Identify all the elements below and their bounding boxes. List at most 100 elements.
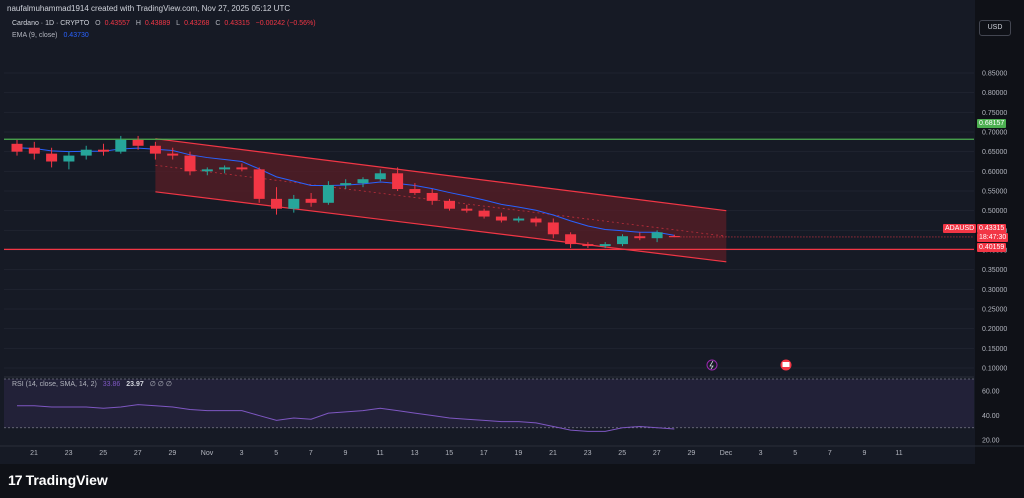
rsi-tick-label: 20.00 xyxy=(982,437,1000,444)
time-tick-label: 9 xyxy=(862,450,866,457)
candle xyxy=(46,147,58,168)
symbol-name[interactable]: Cardano · 1D · CRYPTO xyxy=(12,20,90,27)
rsi-pane: 60.00 40.00 20.00 xyxy=(4,376,1000,444)
time-tick-label: 17 xyxy=(480,450,488,457)
candle xyxy=(478,208,490,219)
time-tick-label: 15 xyxy=(445,450,453,457)
price-tick-label: 0.35000 xyxy=(982,267,1007,274)
candle-body xyxy=(547,222,559,235)
candle xyxy=(184,151,196,176)
time-tick-label: 5 xyxy=(274,450,278,457)
candle-body xyxy=(305,198,317,203)
time-tick-label: 23 xyxy=(584,450,592,457)
symbol-tag: ADAUSD xyxy=(943,224,977,233)
candle xyxy=(444,198,455,211)
time-tick-label: Nov xyxy=(201,450,214,457)
candle xyxy=(565,232,577,249)
candle xyxy=(63,151,75,170)
candle-body xyxy=(98,149,109,152)
candle-body xyxy=(668,236,680,238)
time-tick-label: 29 xyxy=(169,450,177,457)
candle xyxy=(392,167,404,191)
candle-body xyxy=(132,139,144,146)
time-tick-label: 3 xyxy=(240,450,244,457)
candle-body xyxy=(167,153,179,156)
candle xyxy=(547,218,559,239)
channel-lower-line xyxy=(155,191,727,263)
candle xyxy=(167,147,179,160)
candle xyxy=(219,165,231,174)
price-tick-label: 0.75000 xyxy=(982,110,1007,117)
time-tick-label: 3 xyxy=(759,450,763,457)
rsi-legend[interactable]: RSI (14, close, SMA, 14, 2) 33.86 23.97 … xyxy=(12,380,176,388)
time-tick-label: 9 xyxy=(343,450,347,457)
candle-body xyxy=(426,192,438,201)
candle xyxy=(530,216,542,227)
footer-bar xyxy=(0,464,1024,498)
flag-marker-icon xyxy=(780,359,792,371)
channel-fill xyxy=(155,138,727,262)
open-value: 0.43557 xyxy=(104,20,130,27)
candle-body xyxy=(444,200,455,209)
price-tick-label: 0.30000 xyxy=(982,287,1007,294)
rsi-value: 23.97 xyxy=(126,381,144,388)
rsi-band xyxy=(4,379,974,428)
candle xyxy=(495,212,507,223)
event-marker-ring xyxy=(706,359,718,371)
price-tick-label: 0.80000 xyxy=(982,90,1007,97)
rsi-extra: ∅ ∅ ∅ xyxy=(149,381,172,388)
time-tick-label: 23 xyxy=(65,450,73,457)
candle xyxy=(80,145,92,160)
candle-body xyxy=(374,173,386,180)
candle-body xyxy=(149,145,161,154)
candle-body xyxy=(651,232,663,239)
created-by-text: naufalmuhammad1914 created with TradingV… xyxy=(7,4,291,13)
candle-body xyxy=(201,169,213,172)
ema-legend[interactable]: EMA (9, close) 0.43730 xyxy=(12,32,93,39)
time-tick-label: 21 xyxy=(549,450,557,457)
price-tick-label: 0.55000 xyxy=(982,189,1007,196)
candle xyxy=(634,232,646,241)
candle-body xyxy=(271,198,282,209)
price-tick-label: 0.20000 xyxy=(982,326,1007,333)
candle xyxy=(271,187,282,215)
time-tick-label: 29 xyxy=(688,450,696,457)
descending-channel xyxy=(155,138,727,263)
currency-button[interactable]: USD xyxy=(979,20,1011,36)
candle-body xyxy=(357,179,369,184)
candle xyxy=(651,230,663,243)
candle-body xyxy=(461,208,473,211)
candle-body xyxy=(46,153,58,162)
event-markers xyxy=(706,359,792,371)
candle xyxy=(357,177,369,188)
candle-body xyxy=(478,210,490,217)
tradingview-logo[interactable]: 17 TradingView xyxy=(8,472,108,488)
candle-body xyxy=(236,167,248,170)
candle-body xyxy=(184,155,196,172)
low-value: 0.43268 xyxy=(184,20,210,27)
channel-mid-line xyxy=(155,164,727,237)
ema-label: EMA (9, close) xyxy=(12,32,58,39)
horizontal-levels xyxy=(4,138,974,250)
candle xyxy=(513,216,525,223)
time-tick-label: 25 xyxy=(99,450,107,457)
countdown-tag: 18:47:30 xyxy=(977,233,1009,242)
price-tick-label: 0.70000 xyxy=(982,130,1007,137)
price-tick-label: 0.65000 xyxy=(982,149,1007,156)
candle xyxy=(409,183,421,195)
time-tick-label: 19 xyxy=(515,450,523,457)
ema-value: 0.43730 xyxy=(63,32,89,39)
candle xyxy=(582,242,594,249)
candle-body xyxy=(634,236,646,239)
rsi-tick-label: 40.00 xyxy=(982,413,1000,420)
candle xyxy=(426,189,438,205)
candle xyxy=(668,234,680,238)
time-tick-label: 13 xyxy=(411,450,419,457)
time-tick-label: 5 xyxy=(793,450,797,457)
time-tick-label: 25 xyxy=(618,450,626,457)
candle-body xyxy=(582,244,594,247)
event-marker-icon xyxy=(706,359,718,371)
candle-body xyxy=(63,155,75,162)
candle xyxy=(28,141,40,160)
